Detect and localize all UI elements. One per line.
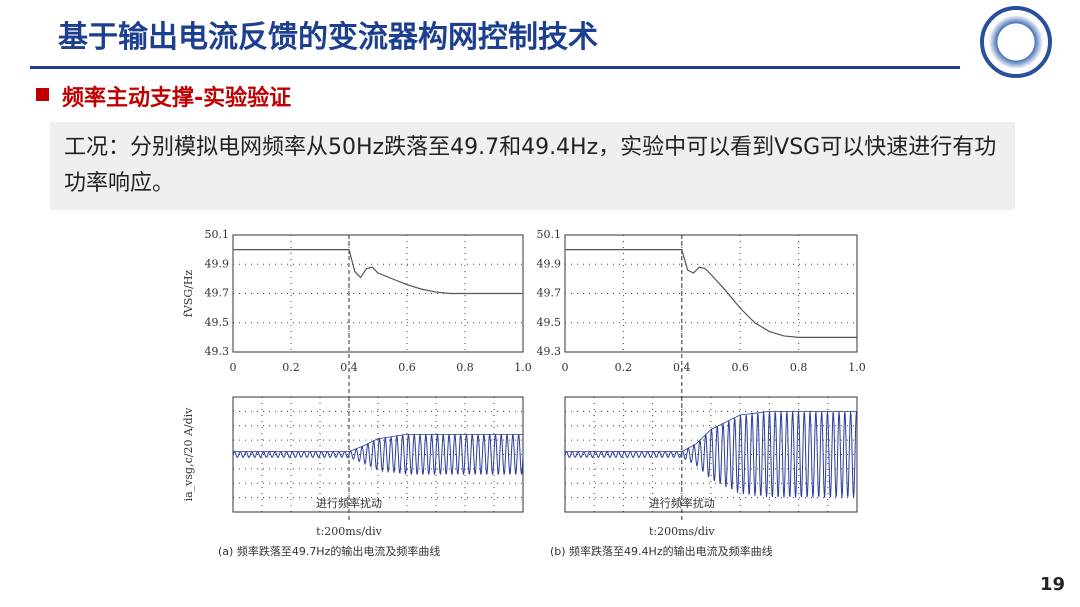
amplitude-envelope bbox=[233, 433, 523, 453]
x-tick-label: 0.6 bbox=[731, 361, 749, 374]
waveform-trace bbox=[232, 433, 524, 475]
x-tick-label: 0.8 bbox=[456, 361, 474, 374]
frequency-line bbox=[565, 249, 857, 338]
bullet bbox=[36, 88, 49, 101]
x-axis-label: t:200ms/div bbox=[316, 525, 382, 538]
y-tick-label: 50.1 bbox=[205, 228, 230, 241]
annotation: 进行频率扰动 bbox=[649, 496, 715, 510]
description-box: 工况：分别模拟电网频率从50Hz跌落至49.7和49.4Hz，实验中可以看到VS… bbox=[50, 122, 1015, 210]
y-axis-label: fVSG/Hz bbox=[182, 270, 195, 318]
logo bbox=[980, 6, 1052, 78]
y-tick-label: 49.3 bbox=[537, 345, 562, 358]
y-tick-label: 49.7 bbox=[205, 287, 230, 300]
x-tick-label: 0 bbox=[230, 361, 237, 374]
x-axis-label: t:200ms/div bbox=[649, 525, 715, 538]
y-tick-label: 49.9 bbox=[205, 257, 230, 270]
title-rule bbox=[30, 66, 960, 69]
figure-caption: (a) 频率跌落至49.7Hz的输出电流及频率曲线 bbox=[218, 544, 440, 558]
x-tick-label: 0.4 bbox=[340, 361, 358, 374]
y-tick-label: 49.5 bbox=[205, 316, 230, 329]
frequency-line bbox=[233, 249, 523, 295]
y-tick-label: 50.1 bbox=[537, 228, 562, 241]
x-tick-label: 0.6 bbox=[398, 361, 416, 374]
x-tick-label: 0.8 bbox=[790, 361, 808, 374]
amplitude-envelope bbox=[565, 410, 857, 453]
x-tick-label: 1.0 bbox=[848, 361, 866, 374]
page-number: 19 bbox=[1040, 574, 1066, 595]
y-tick-label: 49.3 bbox=[205, 345, 230, 358]
x-tick-label: 0.4 bbox=[673, 361, 691, 374]
slide-title: 基于输出电流反馈的变流器构网控制技术 bbox=[58, 20, 598, 55]
waveform-trace bbox=[564, 411, 858, 498]
x-tick-label: 0.2 bbox=[615, 361, 633, 374]
y-axis-label: ia_vsg,c/20 A/div bbox=[182, 407, 195, 502]
x-tick-label: 0 bbox=[562, 361, 569, 374]
description: 工况：分别模拟电网频率从50Hz跌落至49.7和49.4Hz，实验中可以看到VS… bbox=[64, 135, 997, 196]
y-tick-label: 49.9 bbox=[537, 257, 562, 270]
plot-frame bbox=[564, 234, 858, 353]
figure-caption: (b) 频率跌落至49.4Hz的输出电流及频率曲线 bbox=[550, 544, 773, 558]
x-tick-label: 1.0 bbox=[514, 361, 532, 374]
annotation: 进行频率扰动 bbox=[316, 496, 382, 510]
x-tick-label: 0.2 bbox=[282, 361, 300, 374]
y-tick-label: 49.7 bbox=[537, 287, 562, 300]
section-title: 频率主动支撑-实验验证 bbox=[62, 86, 292, 111]
y-tick-label: 49.5 bbox=[537, 316, 562, 329]
